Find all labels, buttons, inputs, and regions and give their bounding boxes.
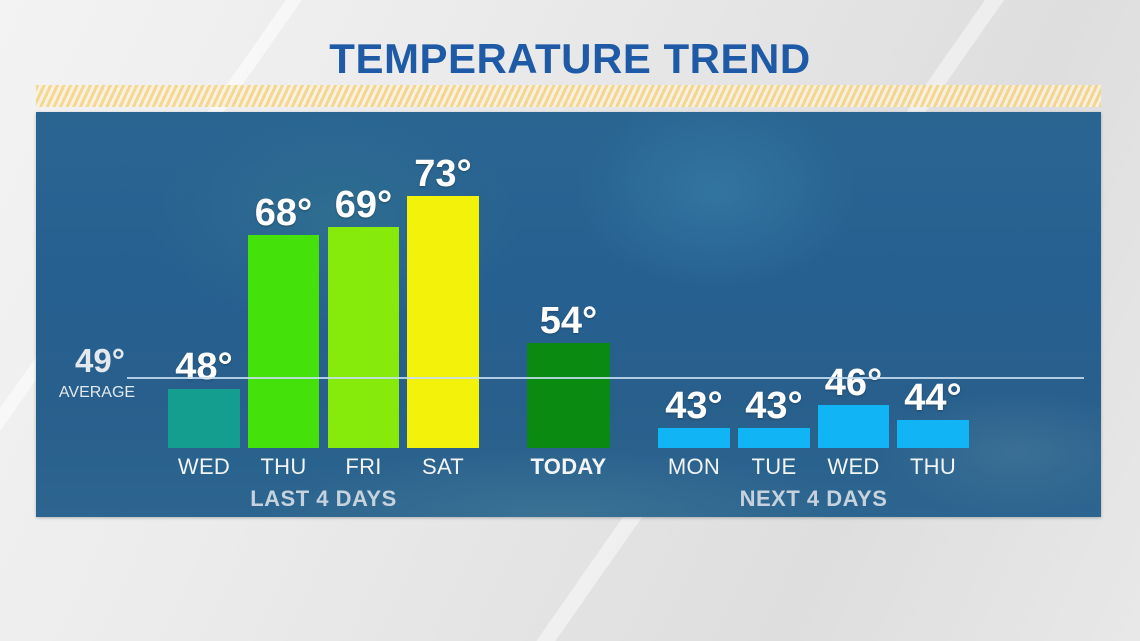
day-label: MON: [667, 454, 721, 479]
day-label: WED: [177, 454, 231, 479]
bar-wed: [818, 405, 889, 448]
day-label: FRI: [345, 454, 382, 479]
bar-tue: [738, 428, 810, 448]
bar-sat: [407, 196, 479, 448]
day-label: THU: [260, 454, 307, 479]
day-label: THU: [909, 454, 957, 479]
bar-thu: [897, 420, 969, 448]
day-label: SAT: [421, 454, 465, 479]
chart-title: TEMPERATURE TREND: [329, 35, 811, 82]
bar-value-label: 44°: [904, 377, 962, 419]
bar-value-label: 43°: [745, 385, 803, 427]
bar-value-label: 46°: [824, 362, 883, 404]
average-label: AVERAGE: [58, 384, 136, 401]
group-label-next-4-days: NEXT 4 DAYS: [739, 486, 888, 511]
chart-panel: [36, 112, 1101, 517]
bar-mon: [658, 428, 730, 448]
day-label: WED: [827, 454, 880, 479]
group-label-last-4-days: LAST 4 DAYS: [250, 486, 397, 511]
average-reference-line: [127, 377, 1084, 379]
bar-value-label: 73°: [414, 153, 472, 195]
bar-value-label: 48°: [175, 346, 233, 388]
day-label: TUE: [751, 454, 797, 479]
decorative-stripe-band: [36, 85, 1101, 107]
bar-today: [527, 343, 610, 448]
bar-value-label: 68°: [254, 192, 313, 234]
bar-value-label: 69°: [334, 184, 393, 226]
average-value: 49°: [75, 342, 125, 379]
bar-value-label: 43°: [665, 385, 723, 427]
bar-fri: [328, 227, 399, 448]
day-label: TODAY: [530, 454, 607, 479]
bar-wed: [168, 389, 240, 448]
bar-value-label: 54°: [539, 300, 598, 342]
bar-thu: [248, 235, 319, 448]
